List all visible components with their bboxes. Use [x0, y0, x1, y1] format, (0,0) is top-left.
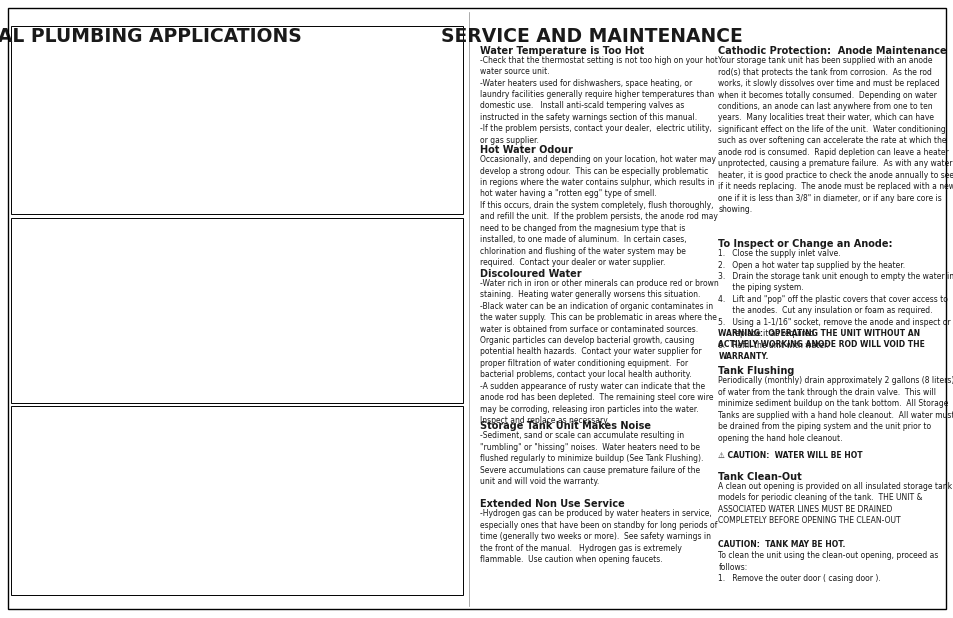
- Text: Water Temperature is Too Hot: Water Temperature is Too Hot: [479, 46, 643, 56]
- Text: To Inspect or Change an Anode:: To Inspect or Change an Anode:: [718, 239, 892, 249]
- Text: SUPPLY: SUPPLY: [253, 233, 272, 238]
- Text: A clean out opening is provided on all insulated storage tank
models for periodi: A clean out opening is provided on all i…: [718, 482, 951, 525]
- Bar: [343, 433, 405, 569]
- Text: SOURCE: SOURCE: [29, 337, 51, 342]
- Text: Extended Non Use Service: Extended Non Use Service: [479, 499, 624, 509]
- Text: HOT
OUTLET: HOT OUTLET: [56, 572, 77, 582]
- Text: SHUT
OFF
VALVE: SHUT OFF VALVE: [173, 270, 189, 286]
- Bar: [60, 74, 112, 179]
- Text: AQUASTAT: AQUASTAT: [200, 232, 229, 237]
- Text: Hot Water Odour: Hot Water Odour: [479, 145, 572, 155]
- Bar: [17, 476, 84, 538]
- Text: CAUTION:  TANK MAY BE HOT.: CAUTION: TANK MAY BE HOT.: [718, 540, 845, 549]
- Text: Tank Clean-Out: Tank Clean-Out: [718, 472, 801, 482]
- Text: BRONZE
CIRCULATOR: BRONZE CIRCULATOR: [135, 533, 160, 542]
- Text: SOURCE: SOURCE: [75, 498, 96, 503]
- Text: Your storage tank unit has been supplied with an anode
rod(s) that protects the : Your storage tank unit has been supplied…: [718, 56, 953, 214]
- Text: RECIRCULATING
LOOP: RECIRCULATING LOOP: [19, 273, 61, 284]
- Text: Storage Tank Unit Makes Noise: Storage Tank Unit Makes Noise: [479, 421, 650, 431]
- Text: RETURN: RETURN: [352, 387, 373, 392]
- Text: SUPPLY: SUPPLY: [353, 233, 372, 238]
- Text: AQUASTAT: AQUASTAT: [348, 418, 376, 423]
- Bar: [166, 27, 304, 213]
- Bar: [243, 433, 305, 569]
- Text: CHECK
VALVE: CHECK VALVE: [106, 418, 123, 429]
- Circle shape: [367, 184, 391, 199]
- Circle shape: [59, 347, 93, 370]
- Text: CHECK
VALVE: CHECK VALVE: [211, 382, 228, 392]
- Circle shape: [127, 524, 169, 551]
- Text: Discoloured Water: Discoloured Water: [479, 269, 581, 279]
- Circle shape: [75, 184, 98, 199]
- Text: SERVICE AND MAINTENANCE: SERVICE AND MAINTENANCE: [440, 27, 741, 46]
- Text: -Water rich in iron or other minerals can produce red or brown
staining.  Heatin: -Water rich in iron or other minerals ca…: [479, 279, 718, 425]
- Text: AQUASTAT: AQUASTAT: [195, 579, 224, 584]
- Text: EXPANSION
TANK
(OPTIONAL)
RECOMMENDED: EXPANSION TANK (OPTIONAL) RECOMMENDED: [31, 493, 70, 515]
- Text: WARNING:  OPERATING THE UNIT WITHOUT AN
ACTIVELY WORKING ANODE ROD WILL VOID THE: WARNING: OPERATING THE UNIT WITHOUT AN A…: [718, 329, 924, 361]
- Bar: [13, 27, 159, 213]
- Text: BRONZE
CIRCULATOR: BRONZE CIRCULATOR: [19, 385, 49, 396]
- Text: ⚠ CAUTION:  WATER WILL BE HOT: ⚠ CAUTION: WATER WILL BE HOT: [718, 451, 862, 460]
- Bar: [309, 27, 449, 213]
- Text: IF USED CHECK VALVE
REQUIRES EXPANSION TANK: IF USED CHECK VALVE REQUIRES EXPANSION T…: [62, 418, 120, 427]
- Text: Periodically (monthly) drain approximately 2 gallons (8 liters)
of water from th: Periodically (monthly) drain approximate…: [718, 376, 953, 442]
- Text: -Hydrogen gas can be produced by water heaters in service,
especially ones that : -Hydrogen gas can be produced by water h…: [479, 509, 717, 564]
- Text: To clean the unit using the clean-out opening, proceed as
follows:
1.   Remove t: To clean the unit using the clean-out op…: [718, 551, 938, 583]
- Text: RETURN: RETURN: [252, 387, 273, 392]
- Text: Cathodic Protection:  Anode Maintenance: Cathodic Protection: Anode Maintenance: [718, 46, 946, 56]
- Text: Occasionally, and depending on your location, hot water may
develop a strong odo: Occasionally, and depending on your loca…: [479, 155, 717, 267]
- Text: TYPICAL PLUMBING APPLICATIONS: TYPICAL PLUMBING APPLICATIONS: [0, 27, 301, 46]
- Text: HOT
OUTLET: HOT OUTLET: [142, 233, 163, 243]
- Bar: [209, 74, 261, 179]
- Circle shape: [223, 184, 246, 199]
- Text: BRONZE
CIRCULATOR: BRONZE CIRCULATOR: [405, 334, 434, 345]
- Text: COLD
INLET: COLD INLET: [193, 427, 208, 438]
- Text: -Sediment, sand or scale can accumulate resulting in
"rumbling" or "hissing" noi: -Sediment, sand or scale can accumulate …: [479, 431, 702, 486]
- Text: Tank Flushing: Tank Flushing: [718, 366, 794, 376]
- Text: RETURN: RETURN: [252, 579, 273, 584]
- Text: COLD
INLET: COLD INLET: [173, 267, 189, 277]
- Text: SUPPLY: SUPPLY: [253, 418, 272, 423]
- Text: CHECK
VALVE: CHECK VALVE: [153, 382, 171, 392]
- Text: RETURN: RETURN: [352, 579, 373, 584]
- Text: -Check that the thermostat setting is not too high on your hot
water source unit: -Check that the thermostat setting is no…: [479, 56, 717, 145]
- Bar: [343, 241, 405, 377]
- Text: 1.   Close the supply inlet valve.
2.   Open a hot water tap supplied by the hea: 1. Close the supply inlet valve. 2. Open…: [718, 249, 953, 350]
- Text: HOT
OUTLET: HOT OUTLET: [171, 418, 192, 429]
- Bar: [243, 241, 305, 377]
- Bar: [353, 74, 405, 179]
